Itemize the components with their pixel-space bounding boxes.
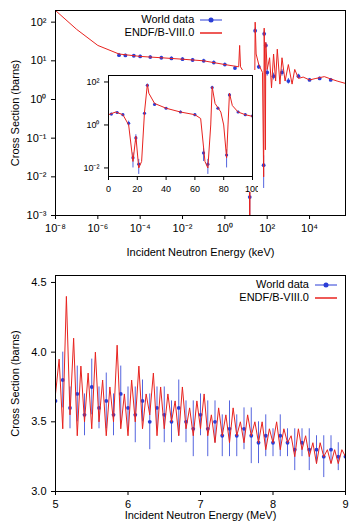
svg-text:10⁻⁴: 10⁻⁴ (130, 222, 151, 234)
svg-text:40: 40 (161, 184, 171, 192)
svg-text:Incident Neutron Energy (MeV): Incident Neutron Energy (MeV) (125, 509, 277, 521)
svg-text:60: 60 (190, 184, 200, 192)
svg-text:10¹: 10¹ (31, 54, 47, 66)
svg-text:10⁰: 10⁰ (30, 93, 46, 105)
svg-text:4.5: 4.5 (31, 276, 46, 288)
svg-text:10⁰: 10⁰ (217, 222, 233, 234)
svg-text:10⁻¹: 10⁻¹ (27, 132, 47, 144)
svg-text:10⁻⁶: 10⁻⁶ (87, 222, 108, 234)
svg-text:10⁻⁸: 10⁻⁸ (45, 222, 66, 234)
svg-text:3.5: 3.5 (31, 415, 46, 427)
svg-text:Cross Section (barns): Cross Section (barns) (9, 330, 21, 436)
svg-text:10⁰: 10⁰ (86, 120, 99, 130)
svg-text:Cross Section (barns): Cross Section (barns) (9, 60, 21, 166)
svg-text:9: 9 (342, 498, 348, 510)
svg-text:10²: 10² (259, 222, 275, 234)
svg-text:100: 100 (245, 184, 258, 192)
svg-text:80: 80 (219, 184, 229, 192)
svg-text:10²: 10² (86, 77, 99, 87)
svg-text:10⁻²: 10⁻² (27, 170, 47, 182)
svg-text:20: 20 (132, 184, 142, 192)
svg-text:4.0: 4.0 (31, 346, 46, 358)
html-text:World data: World data (256, 278, 309, 290)
html-text:ENDF/B-VIII.0: ENDF/B-VIII.0 (124, 26, 195, 38)
html-text:World data: World data (141, 13, 195, 25)
svg-text:10⁴: 10⁴ (301, 222, 318, 234)
svg-text:Incident Neutron Energy (keV): Incident Neutron Energy (keV) (127, 246, 275, 258)
svg-text:6: 6 (124, 498, 132, 511)
svg-text:10⁻³: 10⁻³ (27, 209, 47, 221)
svg-text:10⁻²: 10⁻² (173, 222, 193, 234)
svg-text:10⁻²: 10⁻² (83, 163, 99, 173)
svg-text:7: 7 (197, 498, 204, 511)
svg-text:3.0: 3.0 (31, 485, 46, 497)
svg-text:8: 8 (269, 498, 277, 511)
svg-text:10²: 10² (31, 16, 47, 28)
svg-text:0: 0 (106, 184, 111, 192)
html-text:ENDF/B-VIII.0: ENDF/B-VIII.0 (239, 291, 309, 303)
svg-text:5: 5 (52, 498, 58, 510)
